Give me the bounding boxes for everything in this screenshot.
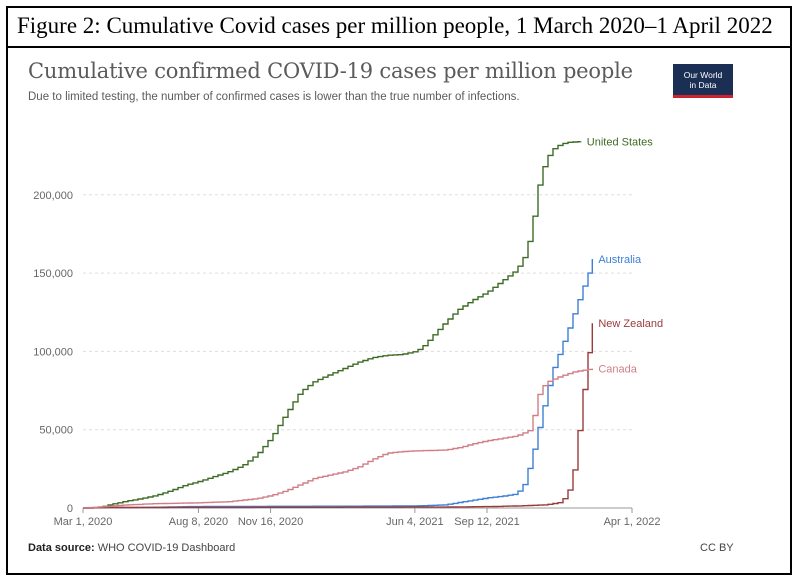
- chart-subtitle: Due to limited testing, the number of co…: [28, 91, 520, 103]
- y-tick-label: 100,000: [33, 346, 73, 358]
- series-label-canada: Canada: [598, 364, 637, 376]
- x-tick-label: Aug 8, 2020: [169, 516, 228, 528]
- data-source: Data source: WHO COVID-19 Dashboard: [28, 542, 235, 554]
- series-line-new-zealand: [83, 323, 593, 509]
- owid-logo[interactable]: Our World in Data: [673, 64, 733, 98]
- figure-frame: Figure 2: Cumulative Covid cases per mil…: [6, 6, 792, 575]
- series-line-australia: [83, 259, 593, 509]
- series-label-united-states: United States: [587, 137, 654, 149]
- series-label-australia: Australia: [598, 254, 642, 266]
- y-tick-label: 0: [67, 503, 73, 515]
- x-tick-label: Jun 4, 2021: [386, 516, 444, 528]
- series-layer: [83, 141, 593, 509]
- grid-layer: [83, 194, 632, 431]
- y-tick-label: 50,000: [39, 425, 73, 437]
- data-source-text: WHO COVID-19 Dashboard: [97, 542, 236, 554]
- label-layer: United States Australia New Zealand Canada: [587, 137, 663, 376]
- figure-title: Figure 2: Cumulative Covid cases per mil…: [17, 13, 773, 38]
- logo-line-1: Our World: [683, 70, 723, 80]
- axis-layer: 0 50,000 100,000 150,000 200,000 Mar 1, 2020 A…: [33, 190, 660, 528]
- data-source-label: Data source:: [28, 542, 95, 554]
- x-tick-label: Sep 12, 2021: [454, 516, 519, 528]
- series-line-united-states: [83, 141, 582, 509]
- series-label-new-zealand: New Zealand: [598, 318, 663, 330]
- figure-title-bar: Figure 2: Cumulative Covid cases per mil…: [8, 8, 790, 48]
- y-tick-label: 200,000: [33, 190, 73, 202]
- logo-line-2: in Data: [689, 80, 717, 90]
- x-tick-label: Apr 1, 2022: [604, 516, 661, 528]
- x-tick-label: Nov 16, 2020: [238, 516, 303, 528]
- chart-title: Cumulative confirmed COVID-19 cases per …: [28, 59, 633, 83]
- x-tick-label: Mar 1, 2020: [54, 516, 113, 528]
- y-tick-label: 150,000: [33, 268, 73, 280]
- series-line-canada: [83, 368, 593, 509]
- license[interactable]: CC BY: [700, 542, 734, 554]
